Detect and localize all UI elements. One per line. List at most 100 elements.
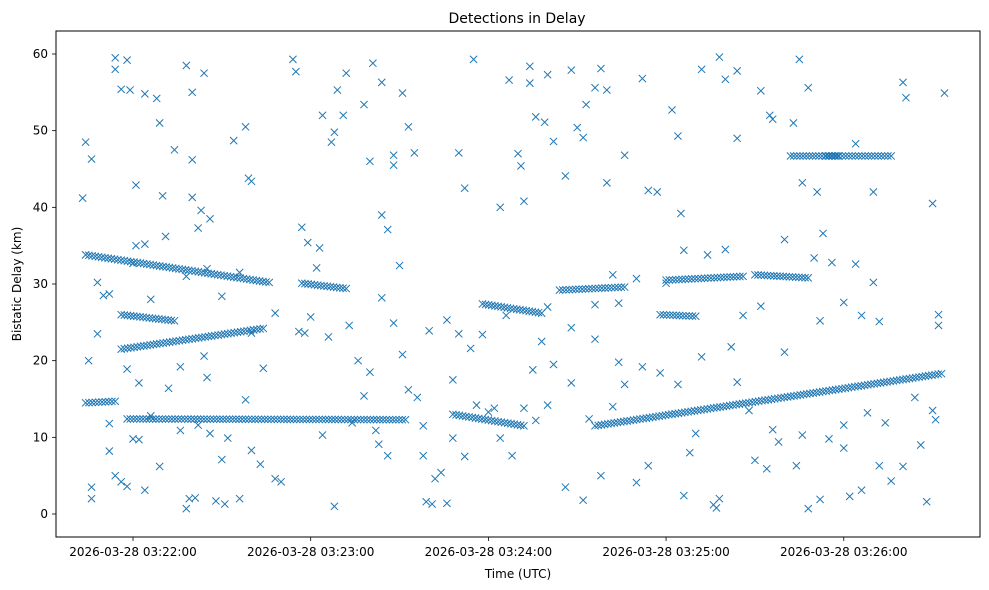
detection-marker [265,278,274,287]
detection-marker [682,311,690,320]
detection-marker [134,435,143,444]
detection-marker [661,411,670,420]
detection-marker [481,415,490,424]
detection-marker [155,415,164,423]
detection-marker [251,415,260,424]
detection-marker [197,206,206,215]
detection-marker [245,275,254,284]
detection-marker [834,385,843,394]
detection-marker [252,276,261,285]
detection-marker [791,273,800,282]
detection-marker [177,415,186,424]
detection-marker [329,283,338,292]
detection-marker [165,263,174,272]
detection-marker [795,152,804,160]
detection-marker [239,327,248,336]
detection-marker [887,477,896,485]
detection-marker [191,493,200,502]
detection-marker [139,313,148,322]
detection-marker [679,491,688,500]
detection-marker [873,379,882,388]
detection-marker [688,312,697,321]
detection-marker [827,152,836,160]
detection-marker [111,397,120,406]
detection-marker [610,283,619,292]
detection-marker [255,277,264,285]
detection-marker [217,330,226,339]
detection-marker [676,209,685,218]
detection-marker [869,278,878,287]
detection-marker [508,451,517,460]
detection-marker [213,270,222,279]
detection-marker [769,271,778,280]
detection-marker [613,418,622,427]
detection-marker [303,238,312,247]
detection-marker [847,383,856,392]
detection-marker [867,152,876,160]
detection-marker [136,259,145,268]
detection-marker [242,275,251,284]
detection-marker [88,251,97,260]
detection-marker [833,152,842,160]
detection-marker [510,420,519,429]
detection-marker [638,362,647,371]
detection-marker [410,148,419,157]
detection-marker [931,370,940,379]
detection-marker [519,306,527,315]
detection-marker [804,83,813,92]
detection-marker [795,55,804,64]
detection-marker [134,378,143,387]
detection-marker [239,274,248,283]
detection-marker [105,419,114,428]
detection-marker [579,133,588,142]
detection-marker [811,152,820,160]
detection-marker [899,78,907,87]
detection-marker [330,502,339,511]
detection-marker [895,376,904,384]
detection-marker [315,415,324,424]
detection-marker [223,272,232,281]
detection-marker [857,311,866,320]
detection-marker [739,311,748,320]
detection-marker [620,283,629,292]
detection-marker [678,311,687,320]
detection-marker [794,273,803,282]
detection-marker [120,256,129,265]
detection-marker [821,152,830,160]
detection-marker [773,394,782,403]
detection-marker [332,283,341,292]
detection-marker [741,399,750,408]
detection-marker [143,341,151,350]
detection-marker [528,365,537,374]
detection-marker [591,335,599,344]
detection-marker [84,251,93,260]
detection-marker [168,263,177,272]
detection-marker [197,333,206,342]
detection-marker [404,122,413,131]
detection-marker [716,403,725,411]
detection-marker [503,419,512,428]
detection-marker [211,497,220,505]
detection-marker [425,326,434,335]
detection-marker [668,106,676,114]
detection-marker [732,272,741,281]
detection-marker [210,270,219,279]
detection-marker [507,419,515,428]
detection-marker [327,138,336,147]
detection-marker [839,298,848,307]
detection-marker [721,75,730,84]
detection-marker [120,311,129,319]
detection-marker [870,152,879,160]
detection-marker [419,451,428,460]
detection-marker [519,197,528,206]
detection-marker [684,407,692,416]
detection-marker [81,398,90,407]
detection-marker [146,260,154,269]
detection-marker [525,62,534,71]
detection-marker [656,310,665,319]
detection-marker [111,53,120,62]
detection-marker [97,253,106,262]
detection-marker [500,303,509,312]
detection-marker [207,269,216,278]
detection-marker [789,391,798,400]
